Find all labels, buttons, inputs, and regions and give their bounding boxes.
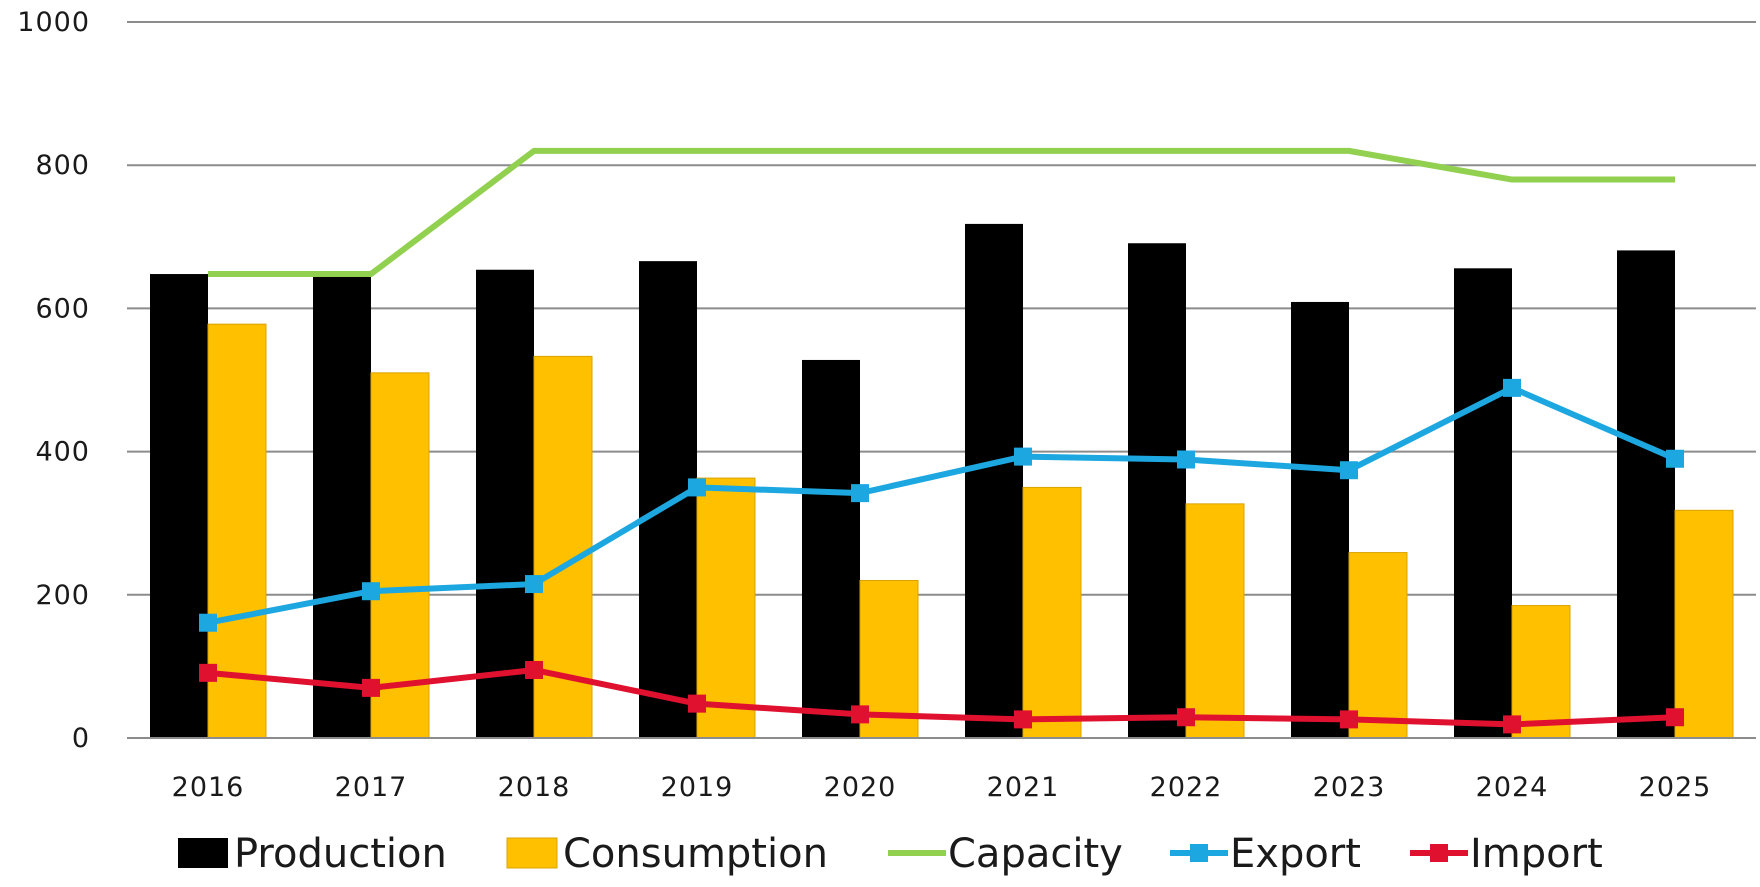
legend-label-production: Production xyxy=(234,831,447,877)
production-bar xyxy=(802,359,860,738)
import-marker xyxy=(1666,708,1684,727)
consumption-bar xyxy=(1022,486,1082,739)
legend-label-consumption: Consumption xyxy=(563,831,828,877)
legend-label-export: Export xyxy=(1230,831,1361,877)
capacity-line xyxy=(208,147,1675,278)
export-marker xyxy=(199,613,217,632)
import-marker xyxy=(199,663,217,682)
x-tick-label: 2017 xyxy=(335,772,408,803)
export-line xyxy=(207,384,1677,626)
import-marker xyxy=(362,678,380,697)
x-tick-label: 2025 xyxy=(1639,772,1712,803)
export-marker xyxy=(1666,449,1684,468)
consumption-bar xyxy=(1511,605,1571,739)
import-line xyxy=(207,666,1676,728)
consumption-bar xyxy=(1185,503,1245,739)
export-marker xyxy=(1340,461,1358,480)
x-tick-label: 2018 xyxy=(498,772,571,803)
consumption-bar xyxy=(696,477,756,739)
export-marker xyxy=(688,478,706,497)
x-tick-label: 2023 xyxy=(1313,772,1386,803)
y-tick-label: 600 xyxy=(35,293,90,324)
export-marker xyxy=(851,484,869,503)
x-tick-label: 2019 xyxy=(661,772,734,803)
production-bar xyxy=(313,274,371,738)
legend-swatch-consumption xyxy=(506,837,558,869)
consumption-bar xyxy=(1348,552,1408,739)
production-bar xyxy=(965,223,1023,739)
consumption-bar xyxy=(370,372,430,739)
import-marker xyxy=(851,705,869,724)
x-axis-tick-labels: 2016 2017 2018 2019 2020 2021 2022 2023 2024 2025 xyxy=(172,772,1712,803)
production-bar xyxy=(639,261,697,738)
y-tick-label: 0 xyxy=(72,723,90,754)
y-tick-label: 200 xyxy=(35,580,90,611)
x-tick-label: 2016 xyxy=(172,772,245,803)
x-tick-label: 2020 xyxy=(824,772,897,803)
legend-marker-export xyxy=(1190,844,1208,862)
export-marker xyxy=(1177,450,1195,469)
export-marker xyxy=(1503,378,1521,397)
series-lines xyxy=(199,147,1684,734)
x-tick-label: 2021 xyxy=(987,772,1060,803)
import-marker xyxy=(1014,710,1032,729)
import-marker xyxy=(1340,710,1358,729)
y-tick-label: 400 xyxy=(35,437,90,468)
import-marker xyxy=(1503,715,1521,734)
production-bar xyxy=(150,274,208,738)
y-tick-label: 800 xyxy=(35,150,90,181)
import-marker xyxy=(688,694,706,713)
legend-marker-import xyxy=(1430,844,1448,862)
production-bar xyxy=(476,269,534,738)
x-tick-label: 2022 xyxy=(1150,772,1223,803)
production-bar xyxy=(1128,243,1186,738)
import-marker xyxy=(1177,708,1195,727)
import-marker xyxy=(525,660,543,679)
y-tick-label: 1000 xyxy=(17,7,90,38)
consumption-bar xyxy=(207,323,267,739)
legend-swatch-production xyxy=(178,838,228,868)
export-marker xyxy=(1014,447,1032,466)
legend-label-import: Import xyxy=(1470,831,1603,877)
production-bar xyxy=(1454,268,1512,738)
legend-label-capacity: Capacity xyxy=(948,831,1123,877)
production-bar xyxy=(1291,301,1349,738)
x-tick-label: 2024 xyxy=(1476,772,1549,803)
production-bar xyxy=(1617,250,1675,739)
consumption-bar xyxy=(1674,509,1734,739)
export-marker xyxy=(525,575,543,594)
y-axis-tick-labels: 0 200 400 600 800 1000 xyxy=(17,7,90,754)
bars xyxy=(150,223,1734,739)
export-marker xyxy=(362,582,380,601)
legend: Production Consumption Capacity Export Impor… xyxy=(178,831,1603,877)
